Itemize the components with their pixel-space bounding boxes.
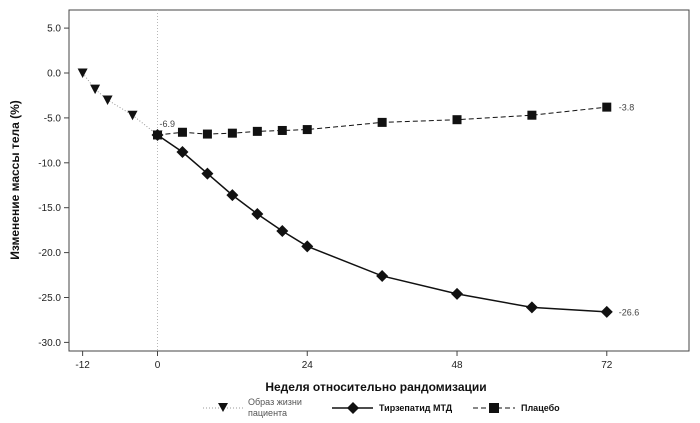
data-point-diamond — [226, 189, 239, 202]
series-1 — [151, 128, 613, 318]
y-tick-label: -30.0 — [38, 338, 61, 349]
data-point-square — [602, 102, 612, 112]
data-point-square — [252, 126, 262, 136]
legend-item-tirzepatide: Тирзепатид МТД — [332, 402, 453, 414]
legend-triangle-down-icon — [218, 403, 228, 412]
data-point-diamond — [451, 287, 464, 300]
data-point-square — [377, 117, 387, 127]
data-point-square — [302, 125, 312, 135]
data-point-diamond — [276, 225, 289, 238]
data-point-square — [452, 115, 462, 125]
legend-diamond-icon — [347, 402, 359, 414]
series-layer — [77, 68, 613, 318]
y-tick-label: -10.0 — [38, 158, 61, 169]
y-tick-label: -20.0 — [38, 248, 61, 259]
y-axis: 5.0 0.0 -5.0 -10.0 -15.0 -20.0 -25.0 -30.0 — [38, 24, 69, 349]
data-point-triangle-down — [77, 68, 88, 78]
y-tick-label: -5.0 — [44, 113, 62, 124]
series-2 — [153, 102, 612, 140]
y-tick-label: -25.0 — [38, 293, 61, 304]
data-point-diamond — [600, 305, 613, 318]
data-point-diamond — [176, 146, 189, 159]
legend-label-lifestyle-line1: Образ жизни — [248, 397, 302, 407]
x-axis-title: Неделя относительно рандомизации — [265, 380, 486, 394]
data-point-diamond — [525, 301, 538, 314]
data-point-diamond — [301, 240, 314, 253]
data-point-square — [227, 128, 237, 138]
x-tick-label: 72 — [601, 360, 613, 371]
legend-item-placebo: Плацебо — [473, 403, 560, 413]
data-point-diamond — [376, 269, 389, 282]
x-tick-label: 24 — [302, 360, 314, 371]
y-tick-label: -15.0 — [38, 203, 61, 214]
x-tick-label: 0 — [155, 360, 161, 371]
x-axis: -12 0 24 48 72 — [75, 351, 613, 371]
data-point-square — [177, 127, 187, 137]
data-label: -26.6 — [619, 307, 640, 317]
series-line — [157, 106, 607, 136]
data-point-square — [277, 125, 287, 135]
data-point-square — [527, 110, 537, 120]
legend-square-icon — [489, 403, 499, 413]
legend-item-lifestyle: Образ жизни пациента — [203, 397, 302, 418]
data-point-square — [202, 129, 212, 139]
x-tick-label: -12 — [75, 360, 90, 371]
data-label: -3.8 — [619, 103, 635, 113]
legend-label-tirzepatide: Тирзепатид МТД — [379, 403, 453, 413]
x-tick-label: 48 — [451, 360, 463, 371]
data-point-triangle-down — [127, 110, 138, 121]
data-label: -6.9 — [160, 119, 176, 129]
y-tick-label: 0.0 — [47, 69, 61, 80]
y-axis-title: Изменение массы тела (%) — [8, 100, 22, 260]
data-point-diamond — [201, 167, 214, 180]
data-point-square — [153, 130, 162, 140]
data-point-triangle-down — [102, 95, 113, 105]
data-point-diamond — [251, 207, 264, 220]
annotation-layer: -6.9 -3.8 -26.6 — [160, 103, 640, 318]
legend-label-placebo: Плацебо — [521, 403, 560, 413]
y-tick-label: 5.0 — [47, 24, 61, 35]
legend-label-lifestyle-line2: пациента — [248, 408, 287, 418]
plot-area-frame — [68, 9, 690, 352]
legend: Образ жизни пациента Тирзепатид МТД Плац… — [203, 397, 560, 418]
data-point-triangle-down — [90, 84, 101, 95]
